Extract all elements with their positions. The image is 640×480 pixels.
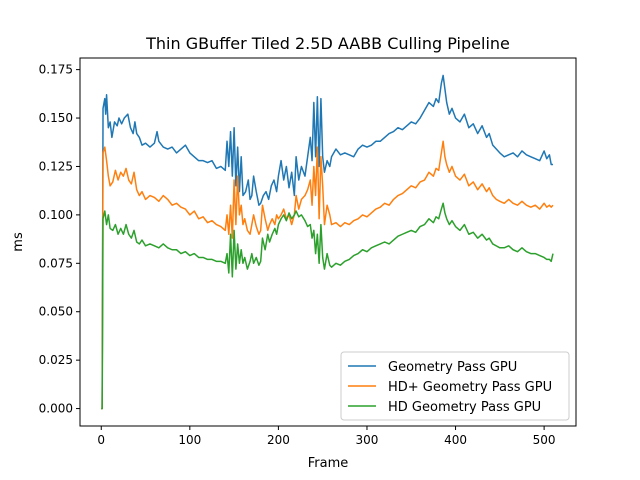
y-tick-label: 0.000 (39, 402, 73, 416)
series-line-2 (101, 140, 554, 410)
legend-label-1: Geometry Pass GPU (388, 360, 517, 375)
x-tick-label: 0 (97, 433, 105, 447)
legend-box (340, 351, 570, 421)
axes-frame (79, 57, 577, 427)
legend-label-2: HD+ Geometry Pass GPU (388, 380, 552, 395)
y-tick-label: 0.175 (39, 63, 73, 77)
x-tick-label: 200 (267, 433, 290, 447)
x-tick-label: 300 (356, 433, 379, 447)
series-line-3 (101, 202, 554, 410)
legend-label-3: HD Geometry Pass GPU (388, 400, 541, 415)
x-tick-label: 400 (444, 433, 467, 447)
x-tick-label: 100 (178, 433, 201, 447)
y-tick-label: 0.050 (39, 305, 73, 319)
chart-title: Thin GBuffer Tiled 2.5D AABB Culling Pip… (145, 34, 510, 53)
y-tick-label: 0.075 (39, 256, 73, 270)
y-axis: 0.000 0.025 0.050 0.075 0.100 0.125 0.150 0.175 (39, 63, 80, 416)
y-tick-label: 0.150 (39, 111, 73, 125)
x-tick-label: 500 (533, 433, 556, 447)
y-tick-label: 0.025 (39, 353, 73, 367)
x-axis: 0 100 200 300 400 500 (97, 426, 556, 447)
series-line-1 (101, 74, 553, 410)
legend: Geometry Pass GPU HD+ Geometry Pass GPU HD… (340, 351, 570, 421)
y-axis-label: ms (11, 232, 26, 252)
y-tick-label: 0.100 (39, 208, 73, 222)
y-tick-label: 0.125 (39, 159, 73, 173)
plot-area (101, 74, 554, 410)
x-axis-label: Frame (308, 456, 349, 471)
